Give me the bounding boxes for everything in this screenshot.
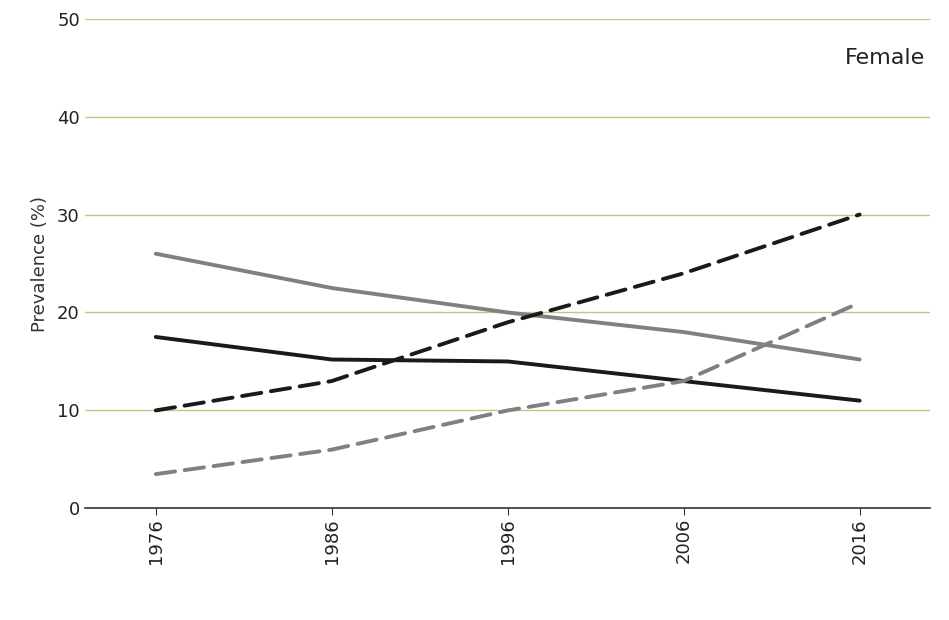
Text: Female: Female — [845, 48, 924, 68]
Y-axis label: Prevalence (%): Prevalence (%) — [30, 195, 48, 332]
